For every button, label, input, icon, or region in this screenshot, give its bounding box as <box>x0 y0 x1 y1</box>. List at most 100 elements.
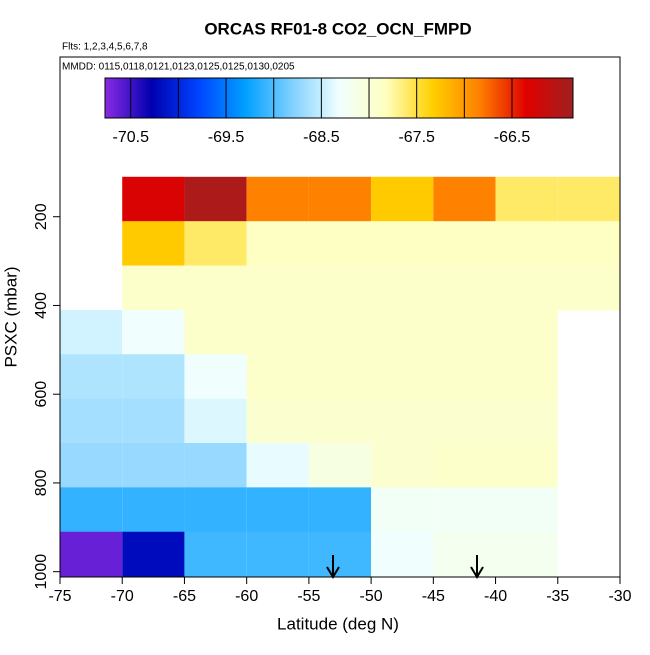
colorbar-tick-label: -69.5 <box>208 129 245 146</box>
colorbar-tick-label: -70.5 <box>113 129 150 146</box>
cell <box>557 221 620 267</box>
y-tick-label: 1000 <box>33 554 50 590</box>
cell <box>122 354 185 400</box>
cell <box>495 443 558 488</box>
cell <box>184 176 247 222</box>
cell <box>122 221 185 267</box>
cell <box>557 265 620 311</box>
cell <box>308 176 372 222</box>
cell <box>433 487 496 533</box>
cell <box>184 531 247 577</box>
cell <box>371 221 434 267</box>
cell <box>557 176 620 222</box>
cell <box>246 443 309 488</box>
cell <box>60 398 123 444</box>
cell <box>184 398 247 444</box>
cell <box>246 309 309 355</box>
cell <box>308 487 372 533</box>
cell <box>122 309 185 355</box>
cell <box>308 443 372 488</box>
cell <box>433 221 496 267</box>
cell <box>371 443 434 488</box>
colorbar-tick-label: -66.5 <box>494 129 531 146</box>
cell <box>371 531 434 577</box>
x-axis-label: Latitude (deg N) <box>277 614 399 633</box>
cell <box>122 176 185 222</box>
cells <box>60 176 620 577</box>
cell <box>308 265 372 311</box>
cell <box>184 309 247 355</box>
x-tick-label: -55 <box>297 588 320 605</box>
cell <box>122 531 185 577</box>
cell <box>371 309 434 355</box>
cell <box>246 531 309 577</box>
cell <box>433 265 496 311</box>
cell <box>184 265 247 311</box>
cell <box>495 176 558 222</box>
x-tick-label: -40 <box>484 588 507 605</box>
cell <box>495 354 558 400</box>
y-tick-label: 800 <box>33 469 50 496</box>
annotation: MMDD: 0115,0118,0121,0123,0125,0125,0130… <box>62 62 295 73</box>
cell <box>246 265 309 311</box>
cell <box>433 443 496 488</box>
x-tick-label: -50 <box>360 588 383 605</box>
cell <box>246 354 309 400</box>
cell <box>371 487 434 533</box>
cell <box>184 487 247 533</box>
cell <box>184 221 247 267</box>
cell <box>246 221 309 267</box>
cell <box>60 487 123 533</box>
cell <box>495 309 558 355</box>
cell <box>122 443 185 488</box>
cell <box>495 487 558 533</box>
x-tick-label: -35 <box>546 588 569 605</box>
cell <box>308 531 372 577</box>
cell <box>495 265 558 311</box>
y-tick-label: 600 <box>33 381 50 408</box>
cell <box>246 487 309 533</box>
colorbar-tick-label: -67.5 <box>398 129 435 146</box>
cell <box>122 265 185 311</box>
y-axis-label: PSXC (mbar) <box>1 266 20 367</box>
cell <box>433 309 496 355</box>
cell <box>433 176 496 222</box>
colorbar-tick-label: -68.5 <box>303 129 340 146</box>
x-tick-label: -70 <box>111 588 134 605</box>
cell <box>308 354 372 400</box>
colorbar <box>105 78 573 118</box>
plot-frame <box>59 56 621 578</box>
x-tick-label: -30 <box>608 588 631 605</box>
cell <box>122 398 185 444</box>
chart-title: ORCAS RF01-8 CO2_OCN_FMPD <box>204 19 471 38</box>
cell <box>246 176 309 222</box>
y-tick-label: 400 <box>33 292 50 319</box>
cell <box>433 531 496 577</box>
cell <box>433 398 496 444</box>
cell <box>371 176 434 222</box>
cell <box>308 398 372 444</box>
cell <box>495 398 558 444</box>
colorbar-frame <box>104 77 574 119</box>
cell <box>308 309 372 355</box>
cell <box>495 221 558 267</box>
y-tick-label: 200 <box>33 203 50 230</box>
cell <box>122 487 185 533</box>
cell <box>433 354 496 400</box>
cell <box>184 354 247 400</box>
cell <box>60 354 123 400</box>
cell <box>308 221 372 267</box>
x-tick-label: -65 <box>173 588 196 605</box>
cell <box>371 398 434 444</box>
x-tick-label: -60 <box>235 588 258 605</box>
cell <box>371 354 434 400</box>
cell <box>495 531 558 577</box>
cell <box>60 531 123 577</box>
cell <box>184 443 247 488</box>
subtitle: Flts: 1,2,3,4,5,6,7,8 <box>62 42 148 53</box>
cell <box>246 398 309 444</box>
cell <box>60 309 123 355</box>
x-tick-label: -75 <box>48 588 71 605</box>
cell <box>371 265 434 311</box>
